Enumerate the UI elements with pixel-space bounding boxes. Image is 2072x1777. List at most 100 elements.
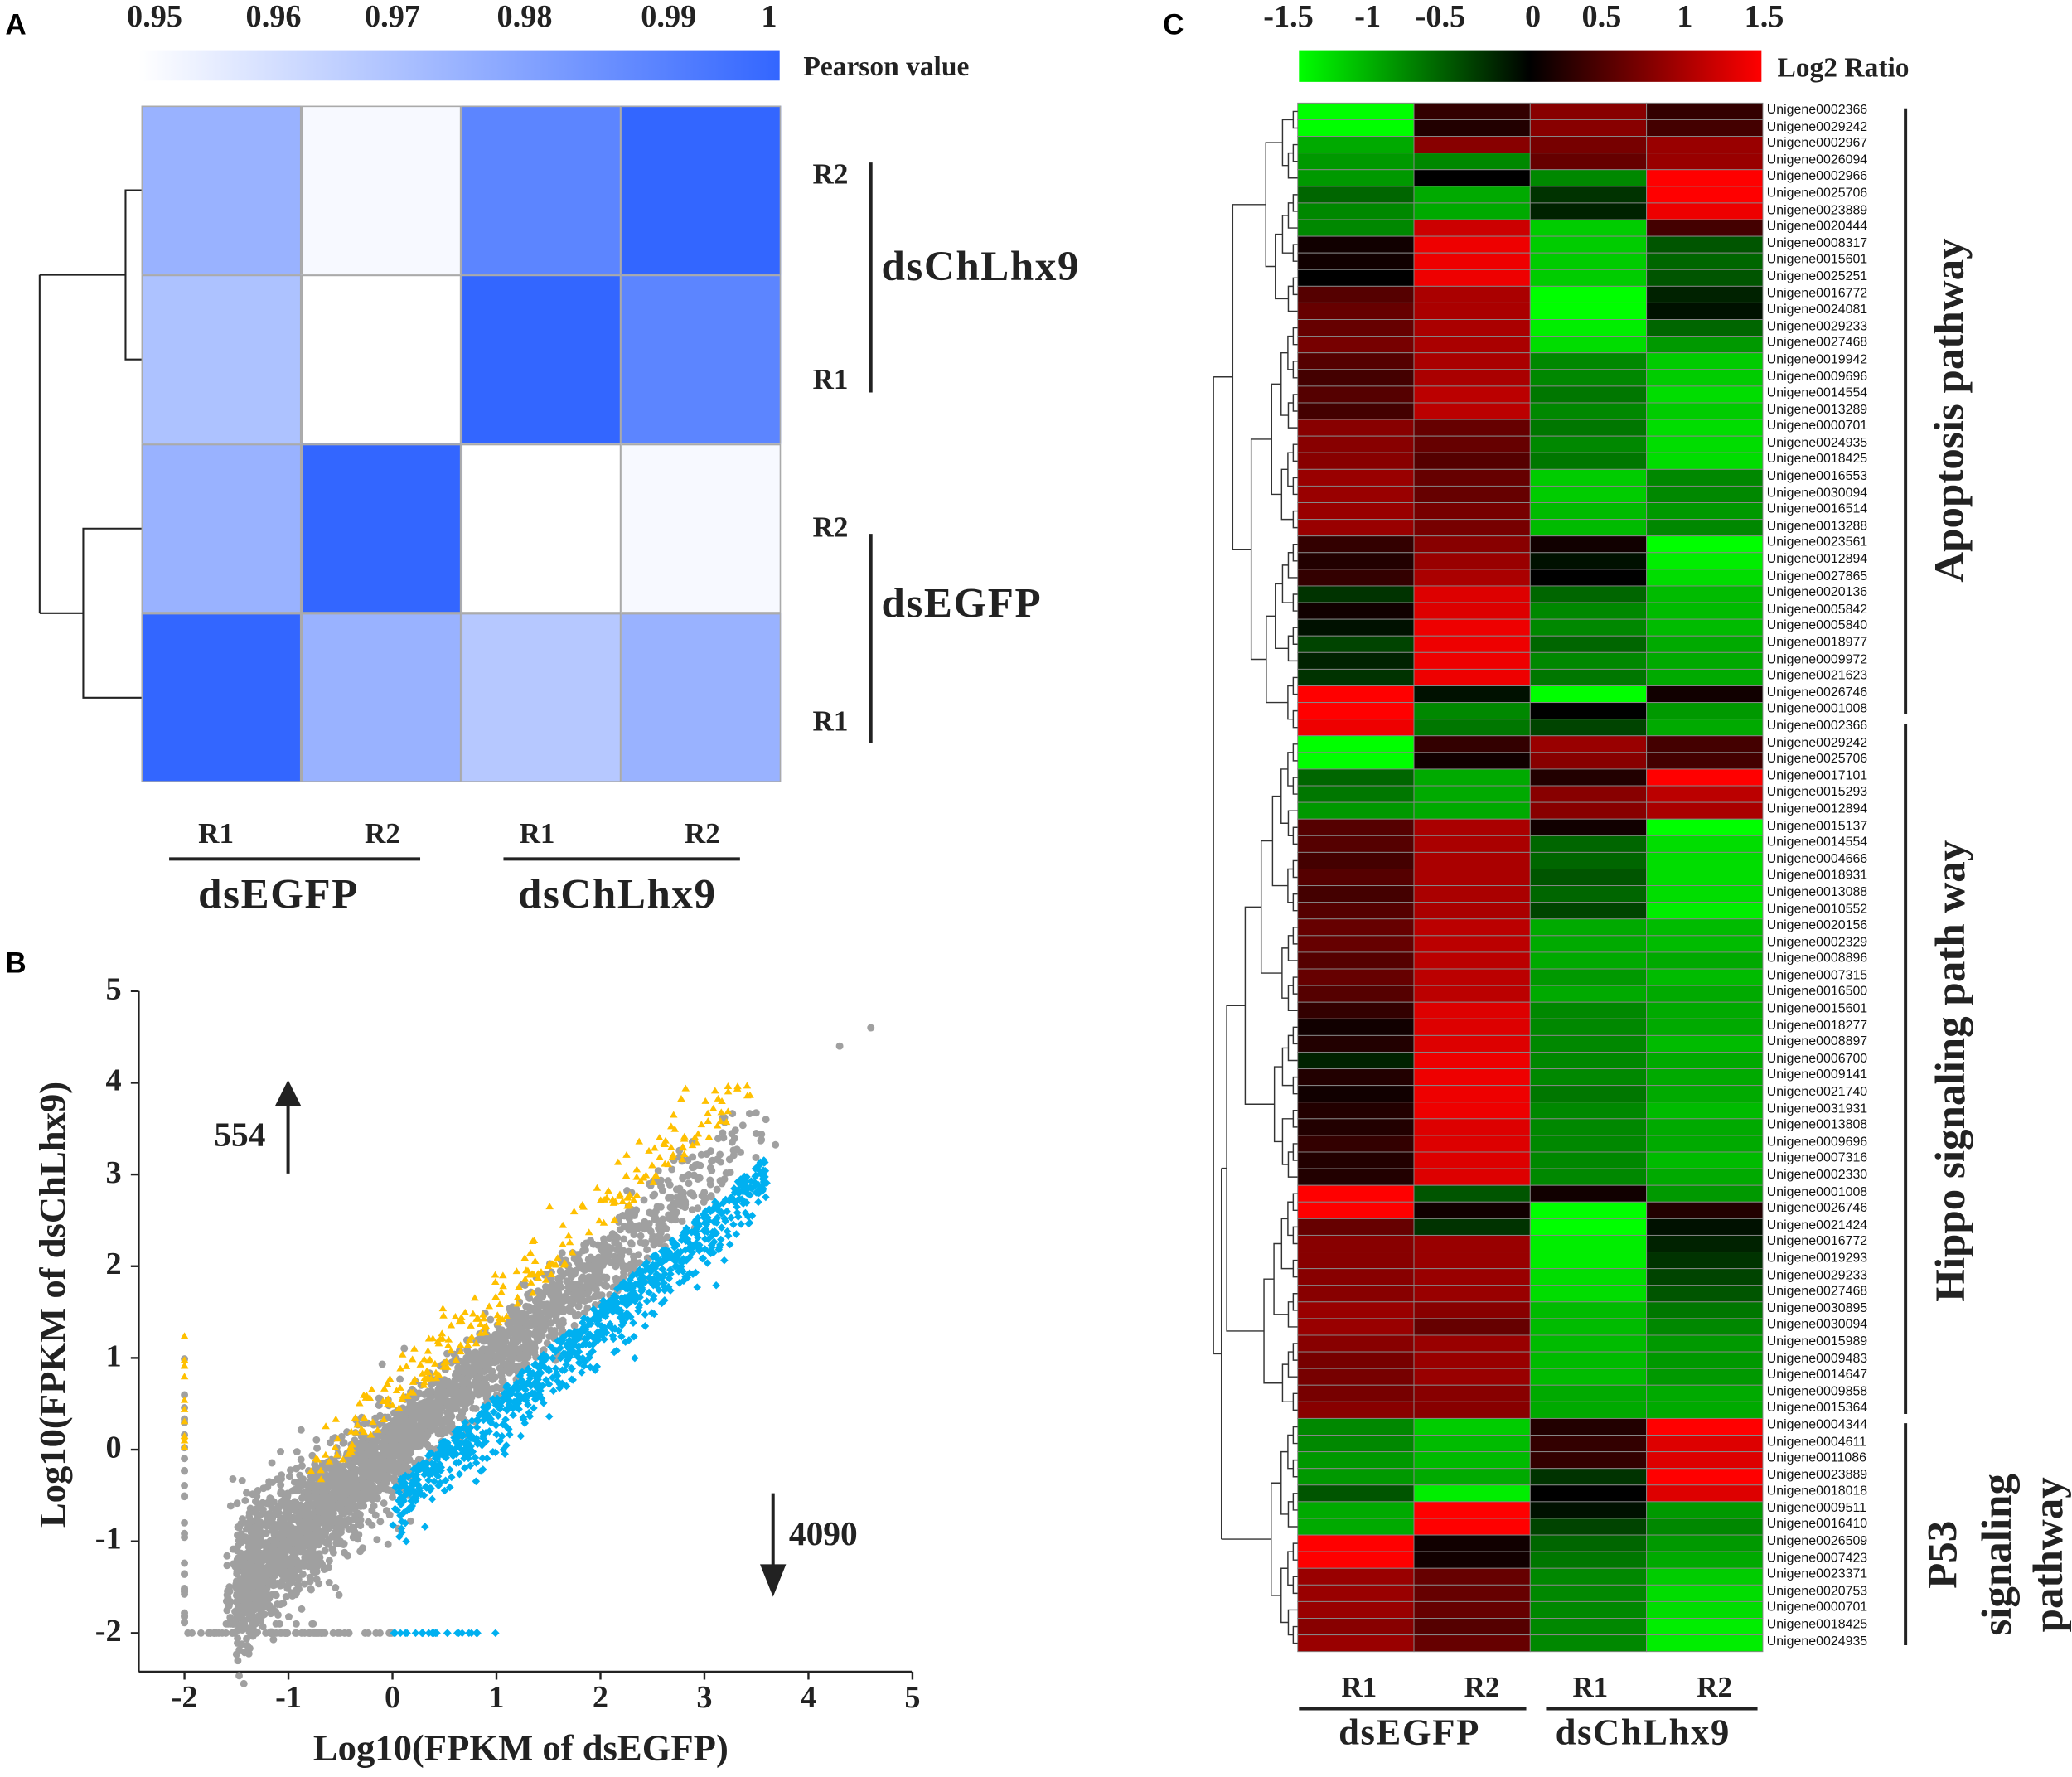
scatter-point — [678, 1217, 686, 1225]
heatmap-cell — [1529, 136, 1648, 154]
scatter-point — [559, 1316, 567, 1324]
scatter-point — [233, 1499, 241, 1508]
gene-label: Unigene0014554 — [1766, 385, 1868, 401]
gene-label: Unigene0008897 — [1766, 1034, 1868, 1050]
heatmap-cell — [141, 105, 302, 275]
heatmap-cell — [1413, 1201, 1531, 1219]
heatmap-row — [1297, 1584, 1764, 1602]
heatmap-cell — [1646, 951, 1764, 970]
heatmap-cell — [1529, 302, 1648, 321]
gene-label: Unigene0026094 — [1766, 153, 1868, 168]
heatmap-row — [1297, 985, 1764, 1003]
heatmap-cell — [1413, 1085, 1531, 1103]
heatmap-cell — [1646, 1034, 1764, 1053]
heatmap-row — [1297, 252, 1764, 270]
heatmap-row — [1297, 1368, 1764, 1386]
heatmap-cell — [141, 443, 302, 613]
heatmap-cell — [1297, 169, 1415, 187]
heatmap-cell — [1413, 119, 1531, 138]
heatmap-cell — [1413, 1068, 1531, 1087]
heatmap-cell — [1646, 801, 1764, 820]
gene-label: Unigene0008317 — [1766, 235, 1868, 251]
heatmap-cell — [1646, 935, 1764, 953]
heatmap-cell — [1413, 702, 1531, 720]
heatmap-row — [1297, 1234, 1764, 1253]
heatmap-cell — [1529, 1584, 1648, 1602]
heatmap-row — [1297, 186, 1764, 204]
scatter-point — [745, 1110, 753, 1118]
heatmap-row — [1297, 585, 1764, 603]
heatmap-cell — [1297, 1334, 1415, 1353]
heatmap-cell — [1297, 552, 1415, 570]
heatmap-cell — [1646, 419, 1764, 437]
heatmap-cell — [1529, 1034, 1648, 1053]
colorbar-tick: 0.96 — [245, 0, 302, 35]
heatmap-row — [1297, 602, 1764, 620]
heatmap-cell — [1646, 768, 1764, 787]
scatter-point — [243, 1489, 251, 1497]
heatmap-cell — [1297, 1201, 1415, 1219]
heatmap-cell — [1297, 302, 1415, 321]
heatmap-cell — [1297, 186, 1415, 204]
heatmap-row — [1297, 1218, 1764, 1236]
heatmap-cell — [1413, 1301, 1531, 1319]
heatmap-cell — [1646, 1451, 1764, 1470]
heatmap-cell — [1646, 535, 1764, 554]
heatmap-cell — [1529, 1468, 1648, 1486]
heatmap-cell — [1646, 1318, 1764, 1336]
heatmap-cell — [1529, 1551, 1648, 1569]
heatmap-cell — [1646, 1001, 1764, 1019]
heatmap-cell — [1413, 719, 1531, 737]
scatter-point — [311, 1460, 319, 1469]
gene-label: Unigene0009696 — [1766, 1135, 1868, 1150]
heatmap-cell — [1413, 269, 1531, 287]
heatmap-cell — [461, 443, 622, 613]
heatmap-cell — [1413, 319, 1531, 337]
heatmap-row — [1297, 1301, 1764, 1319]
gene-label: Unigene0015293 — [1766, 785, 1868, 801]
scatter-point — [689, 1153, 697, 1161]
heatmap-cell — [1413, 1518, 1531, 1536]
heatmap-row — [1297, 1468, 1764, 1486]
heatmap-cell — [1413, 1351, 1531, 1369]
group-label-hippo: Hippo signaling path way — [1925, 840, 1974, 1302]
gene-label: Unigene0000701 — [1766, 419, 1868, 434]
heatmap-cell — [1529, 1151, 1648, 1169]
heatmap-row — [1297, 1034, 1764, 1053]
heatmap-cell — [461, 274, 622, 444]
heatmap-cell — [301, 274, 462, 444]
heatmap-cell — [1297, 1018, 1415, 1036]
heatmap-cell — [1646, 618, 1764, 637]
gene-label: Unigene0002966 — [1766, 169, 1868, 185]
heatmap-cell — [1646, 1518, 1764, 1536]
heatmap-cell — [1646, 552, 1764, 570]
heatmap-cell — [1529, 202, 1648, 220]
heatmap-cell — [1297, 618, 1415, 637]
heatmap-cell — [301, 613, 462, 782]
heatmap-cell — [1297, 668, 1415, 686]
colorbar-tick: 1 — [1677, 0, 1693, 35]
heatmap-row — [1297, 569, 1764, 587]
gene-label: Unigene0013808 — [1766, 1118, 1868, 1133]
heatmap-cell — [1297, 1034, 1415, 1053]
heatmap-row — [1297, 1401, 1764, 1419]
heatmap-cell — [1646, 435, 1764, 453]
heatmap-cell — [1297, 1268, 1415, 1286]
gene-label: Unigene0008896 — [1766, 951, 1868, 966]
heatmap-cell — [1529, 285, 1648, 303]
heatmap-cell — [1646, 1468, 1764, 1486]
heatmap-cell — [1297, 435, 1415, 453]
heatmap-cell — [1297, 102, 1415, 120]
heatmap-cell — [1297, 1584, 1415, 1602]
heatmap-cell — [1529, 801, 1648, 820]
heatmap-cell — [1297, 1534, 1415, 1552]
heatmap-cell — [1297, 336, 1415, 354]
heatmap-cell — [1646, 1484, 1764, 1503]
heatmap-cell — [1413, 1534, 1531, 1552]
heatmap-cell — [1529, 468, 1648, 487]
heatmap-cell — [1413, 1234, 1531, 1253]
gene-label: Unigene0007315 — [1766, 968, 1868, 984]
gene-label: Unigene0029242 — [1766, 735, 1868, 750]
heatmap-cell — [1529, 319, 1648, 337]
heatmap-cell — [1529, 119, 1648, 138]
